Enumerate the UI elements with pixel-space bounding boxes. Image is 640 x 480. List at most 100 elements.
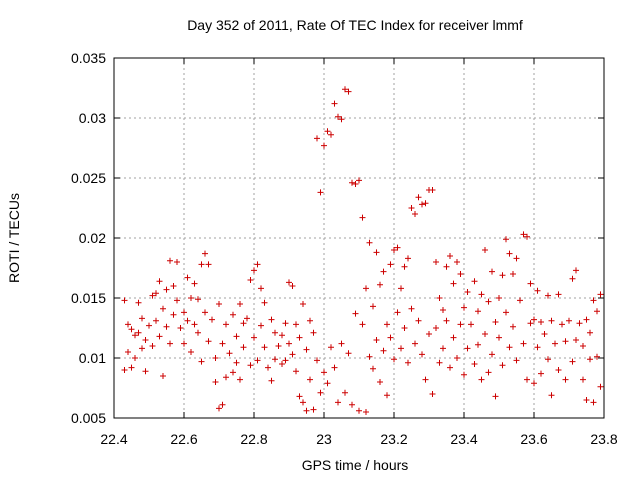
data-point xyxy=(289,283,296,289)
data-point xyxy=(303,407,310,414)
data-point xyxy=(349,179,355,186)
data-point xyxy=(174,259,180,265)
data-point xyxy=(335,399,341,406)
data-point xyxy=(426,331,432,337)
data-point xyxy=(555,291,562,298)
data-point xyxy=(195,329,201,336)
y-tick-label: 0.025 xyxy=(71,170,106,186)
data-point xyxy=(429,391,436,397)
data-point xyxy=(286,340,292,347)
x-tick-label: 23.2 xyxy=(380,431,407,447)
data-point xyxy=(153,290,159,297)
data-point xyxy=(569,358,576,365)
data-point xyxy=(195,296,201,303)
data-point xyxy=(541,331,548,337)
data-point xyxy=(226,350,233,357)
data-point xyxy=(524,233,530,240)
data-point xyxy=(443,263,450,270)
data-point xyxy=(149,343,156,349)
data-point xyxy=(223,321,229,328)
data-point xyxy=(471,278,478,285)
data-point xyxy=(188,295,194,301)
x-tick-label: 23.4 xyxy=(450,431,477,447)
data-point xyxy=(160,373,166,379)
data-point xyxy=(356,177,362,184)
data-point xyxy=(314,357,320,364)
data-point xyxy=(198,261,205,268)
data-point xyxy=(307,317,313,324)
data-point xyxy=(247,362,254,369)
axis-ticks xyxy=(113,57,605,419)
data-point xyxy=(454,355,460,361)
data-point xyxy=(510,271,516,277)
data-point xyxy=(184,317,191,324)
data-point xyxy=(247,277,254,283)
chart-title: Day 352 of 2011, Rate Of TEC Index for r… xyxy=(187,17,523,33)
data-point xyxy=(321,369,327,376)
data-point xyxy=(331,364,338,371)
data-point xyxy=(167,340,173,347)
data-point xyxy=(156,278,163,285)
data-point xyxy=(296,334,303,341)
data-point xyxy=(496,295,502,301)
data-point xyxy=(363,409,369,415)
data-point xyxy=(548,392,555,399)
x-tick-label: 23.6 xyxy=(520,431,547,447)
data-point xyxy=(475,308,481,315)
grid-lines xyxy=(114,58,604,418)
data-point xyxy=(387,334,394,341)
data-point xyxy=(520,231,527,238)
data-point xyxy=(513,255,520,262)
data-point xyxy=(408,205,415,211)
data-point xyxy=(258,322,264,329)
data-point xyxy=(587,356,593,363)
data-point xyxy=(433,259,439,265)
data-point xyxy=(303,346,310,353)
data-point xyxy=(510,323,516,330)
data-point xyxy=(555,367,562,373)
data-point xyxy=(461,304,467,311)
data-point xyxy=(181,309,187,316)
data-point xyxy=(286,279,292,286)
y-tick-label: 0.035 xyxy=(71,50,106,66)
data-point xyxy=(534,344,541,351)
data-point xyxy=(408,305,415,312)
data-point xyxy=(594,353,600,360)
data-point xyxy=(338,116,345,123)
data-point xyxy=(307,376,313,383)
data-point xyxy=(279,361,285,367)
data-point xyxy=(531,380,537,387)
data-point xyxy=(545,356,551,363)
data-point xyxy=(506,250,513,257)
data-point xyxy=(482,247,488,253)
data-point xyxy=(356,407,362,414)
data-point xyxy=(251,267,257,274)
data-point xyxy=(310,329,317,336)
x-tick-label: 23 xyxy=(316,431,332,447)
data-point xyxy=(419,201,425,208)
data-point xyxy=(279,332,285,339)
data-point xyxy=(132,332,138,339)
data-point xyxy=(149,292,156,299)
data-point xyxy=(230,311,236,318)
data-point xyxy=(282,320,289,327)
data-point xyxy=(391,356,397,363)
data-point xyxy=(216,301,222,307)
data-point xyxy=(258,285,264,292)
data-point xyxy=(163,323,170,330)
data-point xyxy=(237,376,243,383)
data-point xyxy=(419,351,425,358)
data-point xyxy=(289,351,296,358)
data-point xyxy=(363,285,369,292)
data-point xyxy=(293,368,299,375)
data-point xyxy=(503,309,509,316)
data-point xyxy=(135,329,142,336)
data-point xyxy=(538,370,544,377)
data-point xyxy=(499,272,506,279)
data-point xyxy=(527,320,534,327)
y-tick-label: 0.03 xyxy=(79,110,106,126)
data-point xyxy=(163,286,170,293)
data-point xyxy=(342,86,348,93)
data-point xyxy=(562,376,569,383)
